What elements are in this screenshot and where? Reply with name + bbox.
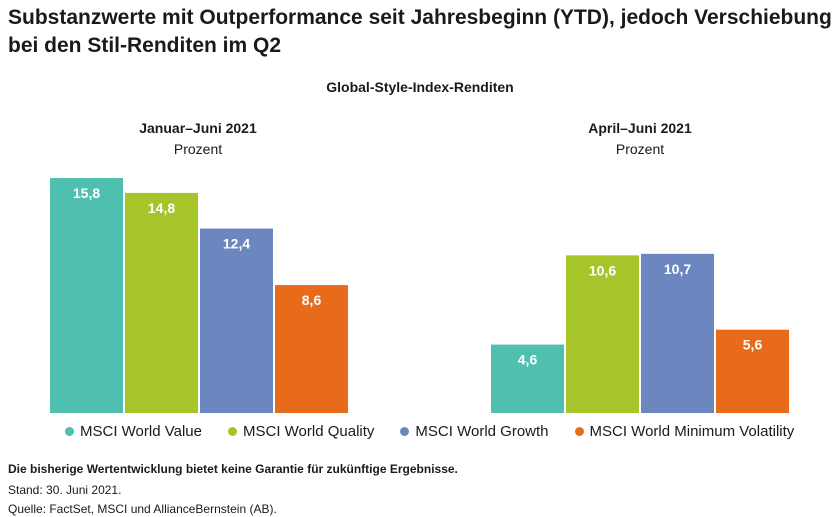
legend-label-growth: MSCI World Growth [415,423,549,440]
legend-label-minvol: MSCI World Minimum Volatility [589,423,795,440]
panel-title-ytd: Januar–Juni 2021 [139,120,257,136]
data-label-ytd-growth: 12,4 [223,236,250,252]
footer-date: Stand: 30. Juni 2021. [8,483,122,497]
bar-q2-growth [641,253,714,413]
chart-title: Substanzwerte mit Outperformance seit Ja… [8,6,832,57]
panel-unit-ytd: Prozent [173,141,223,157]
bar-ytd-quality [125,192,198,413]
bar-q2-quality [566,255,639,413]
legend-label-quality: MSCI World Quality [243,423,375,440]
legend-item-value: MSCI World Value [65,423,202,440]
chart-subtitle: Global-Style-Index-Renditen [326,79,514,95]
legend-label-value: MSCI World Value [80,423,202,440]
bar-q2-minvol [716,329,789,413]
legend-dot-quality [228,427,237,436]
data-label-q2-minvol: 5,6 [743,337,763,353]
panel-title-q2: April–Juni 2021 [588,120,692,136]
legend-item-growth: MSCI World Growth [400,423,549,440]
data-label-ytd-quality: 14,8 [148,200,175,216]
legend-dot-growth [400,427,410,436]
bar-ytd-growth [200,228,273,413]
legend-item-quality: MSCI World Quality [228,423,374,440]
footer-source: Quelle: FactSet, MSCI und AllianceBernst… [8,502,277,516]
data-label-q2-value: 4,6 [518,352,538,368]
bar-ytd-value [50,178,123,413]
data-label-ytd-minvol: 8,6 [302,292,322,308]
legend: MSCI World Value MSCI World Quality MSCI… [65,423,794,440]
footer-disclaimer: Die bisherige Wertentwicklung bietet kei… [8,462,458,476]
bar-q2-value [491,344,564,413]
bar-ytd-minvol [275,285,348,413]
data-label-q2-quality: 10,6 [589,262,616,278]
legend-dot-minvol [574,427,584,436]
bar-chart: 15,8 14,8 12,4 8,6 4,6 10,6 10,7 5,6 [50,178,789,413]
panel-unit-q2: Prozent [615,141,665,157]
legend-item-minvol: MSCI World Minimum Volatility [574,423,795,440]
data-label-ytd-value: 15,8 [73,185,100,201]
legend-dot-value [65,427,74,436]
data-label-q2-growth: 10,7 [664,261,691,277]
